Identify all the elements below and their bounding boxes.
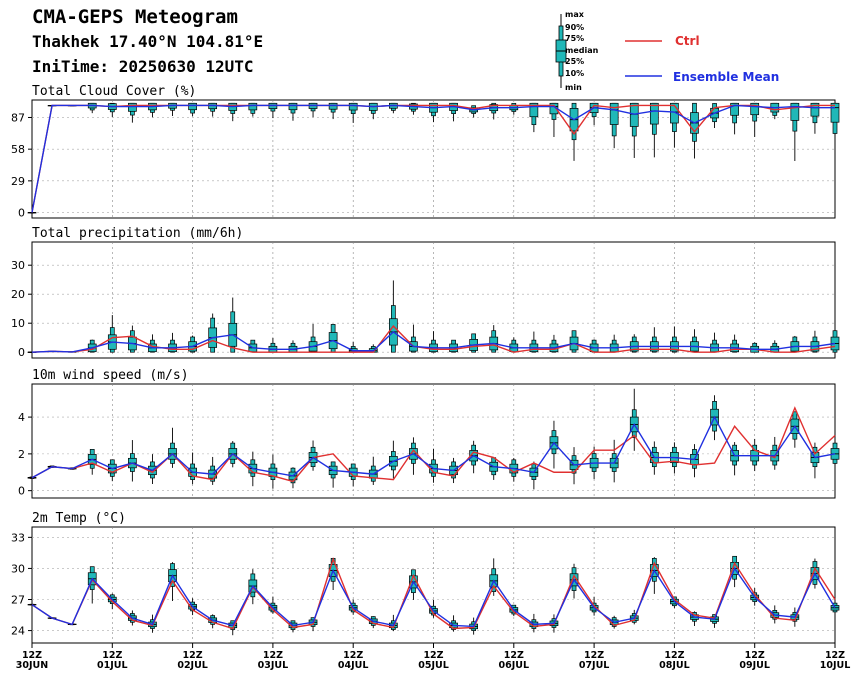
ytick-temp-0: 24 bbox=[11, 625, 25, 638]
legend-label-2: 75% bbox=[565, 34, 584, 43]
xtick-hour-10: 12Z bbox=[825, 650, 845, 661]
ytick-temp-3: 33 bbox=[11, 531, 25, 544]
mean-line-temp bbox=[31, 566, 836, 628]
mean-line-wind bbox=[31, 415, 836, 479]
xtick-date-8: 08JUL bbox=[659, 660, 690, 671]
ytick-temp-2: 30 bbox=[11, 562, 25, 575]
legend-label-3: median bbox=[565, 46, 599, 55]
box-inner-cloud-13 bbox=[288, 102, 298, 111]
xtick-date-1: 01JUL bbox=[97, 660, 128, 671]
xtick-date-9: 09JUL bbox=[739, 660, 770, 671]
xtick-hour-2: 12Z bbox=[183, 650, 203, 661]
box-inner-cloud-15 bbox=[328, 102, 338, 110]
legend-label-5: 10% bbox=[565, 69, 584, 78]
xtick-date-4: 04JUL bbox=[338, 660, 369, 671]
xtick-hour-8: 12Z bbox=[664, 650, 684, 661]
ytick-cloud-2: 58 bbox=[11, 143, 25, 156]
meteogram-title: CMA-GEPS Meteogram bbox=[32, 6, 238, 28]
box-inner-cloud-29 bbox=[609, 102, 619, 125]
xtick-date-3: 03JUL bbox=[258, 660, 289, 671]
xtick-date-5: 05JUL bbox=[418, 660, 449, 671]
mean-line-cloud bbox=[31, 104, 835, 213]
legend-label-1: 90% bbox=[565, 23, 584, 32]
box-inner-cloud-5 bbox=[128, 102, 137, 112]
box-inner-cloud-32 bbox=[670, 102, 679, 124]
xtick-date-10: 10JUL bbox=[820, 660, 851, 671]
xtick-hour-4: 12Z bbox=[343, 650, 363, 661]
ytick-cloud-1: 29 bbox=[11, 175, 25, 188]
xtick-date-6: 06JUL bbox=[499, 660, 530, 671]
xtick-hour-1: 12Z bbox=[102, 650, 122, 661]
ytick-wind-1: 2 bbox=[18, 448, 25, 461]
ytick-wind-2: 4 bbox=[18, 411, 25, 424]
panel-title-wind: 10m wind speed (m/s) bbox=[32, 368, 189, 383]
xtick-hour-6: 12Z bbox=[504, 650, 524, 661]
box-inner-cloud-25 bbox=[529, 102, 539, 118]
ytick-temp-1: 27 bbox=[11, 594, 25, 607]
init-time-label: IniTime: 20250630 12UTC bbox=[32, 57, 254, 76]
legend-ctrl-label: Ctrl bbox=[675, 34, 700, 48]
ytick-precip-0: 0 bbox=[18, 346, 25, 359]
panel-title-temp: 2m Temp (°C) bbox=[32, 511, 126, 526]
box-inner-cloud-16 bbox=[348, 102, 358, 111]
xtick-hour-0: 12Z bbox=[22, 650, 42, 661]
ytick-precip-2: 20 bbox=[11, 288, 25, 301]
panel-title-cloud: Total Cloud Cover (%) bbox=[32, 84, 196, 99]
legend-mean-label: Ensemble Mean bbox=[673, 70, 779, 84]
box-inner-cloud-35 bbox=[730, 102, 739, 116]
panel-title-precip: Total precipitation (mm/6h) bbox=[32, 226, 243, 241]
location-label: Thakhek 17.40°N 104.81°E bbox=[32, 32, 264, 51]
ytick-precip-1: 10 bbox=[11, 317, 25, 330]
xtick-hour-7: 12Z bbox=[584, 650, 604, 661]
xtick-date-7: 07JUL bbox=[579, 660, 610, 671]
box-inner-cloud-38 bbox=[790, 102, 800, 121]
xtick-hour-5: 12Z bbox=[423, 650, 443, 661]
mean-line-precip bbox=[31, 330, 836, 353]
legend-label-4: 25% bbox=[565, 57, 584, 66]
ytick-cloud-3: 87 bbox=[11, 111, 25, 124]
ytick-cloud-0: 0 bbox=[18, 207, 25, 220]
xtick-date-2: 02JUL bbox=[177, 660, 208, 671]
xtick-date-0: 30JUN bbox=[16, 660, 48, 671]
box-inner-cloud-36 bbox=[750, 102, 760, 116]
ctrl-line-temp bbox=[31, 556, 836, 630]
box-inner-cloud-39 bbox=[810, 102, 820, 117]
xtick-hour-3: 12Z bbox=[263, 650, 283, 661]
box-inner-cloud-31 bbox=[649, 102, 659, 125]
box-inner-cloud-11 bbox=[248, 102, 258, 111]
legend-label-6: min bbox=[565, 83, 582, 92]
ytick-wind-0: 0 bbox=[18, 485, 25, 498]
xtick-hour-9: 12Z bbox=[745, 650, 765, 661]
box-inner-cloud-8 bbox=[188, 102, 197, 111]
box-inner-cloud-40 bbox=[830, 102, 840, 123]
ytick-precip-3: 30 bbox=[11, 259, 25, 272]
legend-label-0: max bbox=[565, 10, 585, 19]
